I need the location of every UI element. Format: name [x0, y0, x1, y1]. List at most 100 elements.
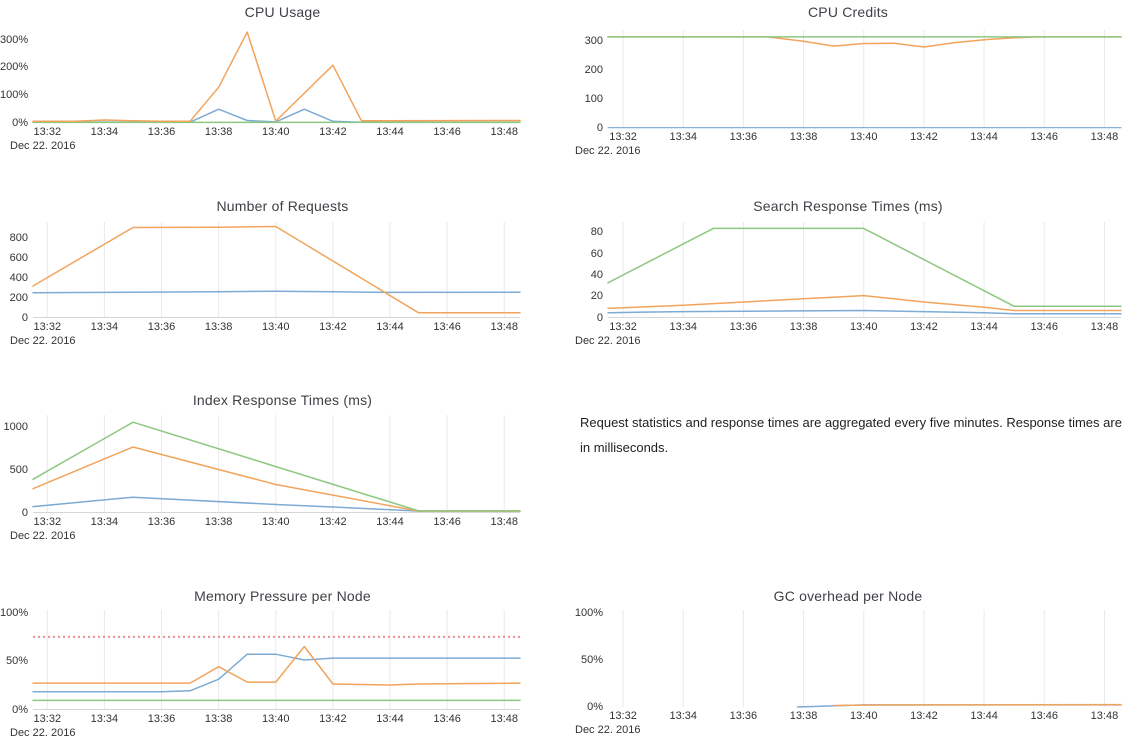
y-axis-tick-label: 200%	[0, 61, 29, 74]
x-axis-tick-label: 13:44	[970, 131, 998, 143]
x-axis-tick-label: 13:46	[1030, 131, 1059, 143]
x-axis-date-label: Dec 22. 2016	[10, 335, 76, 347]
x-axis-tick-label: 13:48	[490, 516, 519, 528]
y-axis-tick-label: 300%	[0, 33, 29, 46]
y-axis-tick-label: 60	[590, 247, 603, 260]
chart-title-search-response-times: Search Response Times (ms)	[753, 198, 943, 214]
x-axis-tick-label: 13:32	[33, 516, 62, 528]
chart-cell-number-of-requests: Number of Requests 0 200 400 600 800 13:32 13:…	[0, 185, 565, 365]
x-axis-tick-label: 13:32	[609, 131, 637, 143]
x-axis-tick-label: 13:48	[1090, 321, 1119, 333]
x-axis-tick-label: 13:34	[90, 516, 119, 528]
x-axis-date-label: Dec 22. 2016	[575, 724, 641, 736]
x-axis-tick-label: 13:36	[147, 713, 176, 725]
x-axis-tick-label: 13:40	[262, 126, 290, 138]
chart-cell-search-response-times: Search Response Times (ms) 0 20 40 60 80 13:3…	[565, 185, 1131, 365]
x-axis-tick-label: 13:36	[147, 516, 176, 528]
x-axis-tick-label: 13:38	[204, 321, 233, 333]
x-axis-tick-label: 13:36	[729, 710, 758, 722]
y-axis-tick-label: 0%	[12, 703, 28, 716]
x-axis-tick-label: 13:40	[262, 321, 290, 333]
x-axis-tick-label: 13:40	[262, 516, 290, 528]
y-axis-tick-label: 200	[584, 63, 603, 76]
x-axis-tick-label: 13:44	[376, 321, 404, 333]
x-axis-date-label: Dec 22. 2016	[575, 145, 641, 157]
x-axis-tick-label: 13:44	[376, 713, 404, 725]
x-axis-tick-label: 13:48	[490, 713, 519, 725]
chart-plot-gc-overhead[interactable]: 0% 50% 100% 13:32 13:34 13:36 13:38 13:40 13:42 1…	[575, 607, 1122, 736]
x-axis-tick-label: 13:42	[319, 516, 347, 528]
x-axis-tick-label: 13:38	[204, 516, 233, 528]
x-axis-tick-label: 13:34	[90, 321, 119, 333]
y-axis-tick-label: 100%	[0, 607, 29, 620]
chart-cell-memory-pressure: Memory Pressure per Node 0% 50% 100% 13:32 1…	[0, 560, 565, 741]
x-axis-tick-label: 13:38	[204, 126, 233, 138]
x-axis-tick-label: 13:34	[90, 713, 119, 725]
x-axis-tick-label: 13:36	[147, 321, 176, 333]
y-axis-tick-label: 50%	[580, 653, 603, 666]
x-axis-tick-label: 13:34	[669, 131, 697, 143]
x-axis-tick-label: 13:34	[90, 126, 119, 138]
x-axis-tick-label: 13:34	[669, 710, 697, 722]
x-axis-tick-label: 13:42	[910, 131, 938, 143]
chart-cell-index-response-times: Index Response Times (ms) 0 500 1000 13:32 1…	[0, 365, 565, 560]
y-axis-tick-label: 0%	[587, 700, 603, 713]
x-axis-tick-label: 13:48	[1090, 710, 1119, 722]
x-axis-tick-label: 13:44	[970, 710, 998, 722]
x-axis-tick-label: 13:46	[433, 713, 461, 725]
chart-title-memory-pressure: Memory Pressure per Node	[194, 588, 371, 604]
y-axis-tick-label: 0	[596, 121, 603, 134]
x-axis-tick-label: 13:38	[789, 321, 818, 333]
x-axis-tick-label: 13:38	[789, 131, 818, 143]
x-axis-tick-label: 13:32	[33, 713, 62, 725]
x-axis-date-label: Dec 22. 2016	[575, 335, 641, 347]
chart-plot-memory-pressure[interactable]: 0% 50% 100% 13:32 13:34 13:36 13:38 13:40 13:42 1…	[0, 607, 521, 739]
chart-plot-search-response-times[interactable]: 0 20 40 60 80 13:32 13:34 13:36 13:38 13:40 13:42 1…	[575, 222, 1122, 347]
x-axis-tick-label: 13:38	[204, 713, 233, 725]
x-axis-tick-label: 13:36	[729, 321, 758, 333]
chart-plot-number-of-requests[interactable]: 0 200 400 600 800 13:32 13:34 13:36 13:38 13:40 13…	[10, 222, 521, 347]
x-axis-tick-label: 13:46	[433, 516, 461, 528]
x-axis-tick-label: 13:44	[376, 516, 404, 528]
y-axis-tick-label: 300	[584, 35, 603, 48]
note-text: Request statistics and response times ar…	[580, 415, 1122, 455]
x-axis-tick-label: 13:42	[319, 321, 347, 333]
y-axis-tick-label: 50%	[5, 655, 28, 668]
y-axis-tick-label: 40	[590, 268, 603, 281]
x-axis-tick-label: 13:40	[849, 710, 878, 722]
y-axis-tick-label: 0	[21, 506, 28, 519]
chart-plot-index-response-times[interactable]: 0 500 1000 13:32 13:34 13:36 13:38 13:40 13:42 13…	[4, 415, 521, 542]
y-axis-tick-label: 0	[21, 311, 28, 324]
chart-plot-cpu-usage[interactable]: 0% 100% 200% 300% 13:32 13:34 13:36 13:38 13:40 1…	[0, 28, 521, 152]
chart-title-cpu-usage: CPU Usage	[244, 4, 321, 20]
x-axis-tick-label: 13:48	[1090, 131, 1119, 143]
x-axis-tick-label: 13:40	[849, 131, 878, 143]
y-axis-tick-label: 800	[9, 231, 28, 244]
y-axis-tick-label: 400	[9, 271, 28, 284]
x-axis-tick-label: 13:42	[319, 126, 347, 138]
x-axis-tick-label: 13:32	[609, 710, 637, 722]
chart-cell-gc-overhead: GC overhead per Node 0% 50% 100% 13:32 13:34…	[565, 560, 1131, 741]
note-cell: Request statistics and response times ar…	[565, 365, 1131, 560]
y-axis-tick-label: 0	[596, 311, 603, 324]
x-axis-tick-label: 13:40	[262, 713, 290, 725]
chart-title-gc-overhead[interactable]: GC overhead per Node	[773, 588, 923, 604]
x-axis-tick-label: 13:38	[789, 710, 818, 722]
y-axis-tick-label: 100	[584, 92, 603, 105]
x-axis-date-label: Dec 22. 2016	[10, 727, 76, 739]
x-axis-tick-label: 13:36	[729, 131, 758, 143]
chart-plot-cpu-credits[interactable]: 0 100 200 300 13:32 13:34 13:36 13:38 13:40 13:42…	[575, 30, 1122, 157]
chart-title-index-response-times: Index Response Times (ms)	[192, 392, 373, 408]
y-axis-tick-label: 20	[590, 290, 603, 303]
x-axis-tick-label: 13:46	[433, 126, 461, 138]
x-axis-tick-label: 13:46	[1030, 321, 1059, 333]
y-axis-tick-label: 500	[9, 463, 28, 476]
x-axis-tick-label: 13:36	[147, 126, 176, 138]
x-axis-date-label: Dec 22. 2016	[10, 140, 76, 152]
y-axis-tick-label: 600	[9, 251, 28, 264]
x-axis-tick-label: 13:32	[33, 126, 62, 138]
x-axis-date-label: Dec 22. 2016	[10, 530, 76, 542]
x-axis-tick-label: 13:44	[376, 126, 404, 138]
x-axis-tick-label: 13:48	[490, 321, 519, 333]
